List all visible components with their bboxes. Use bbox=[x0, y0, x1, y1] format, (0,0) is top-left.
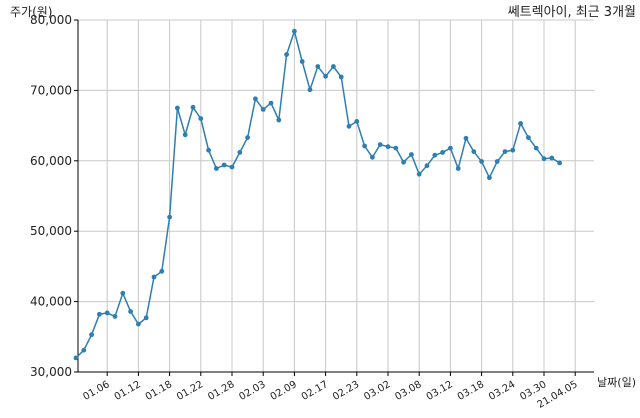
data-point bbox=[276, 117, 282, 123]
data-point bbox=[237, 150, 243, 155]
data-point bbox=[268, 100, 274, 106]
data-point bbox=[533, 145, 539, 151]
data-point bbox=[292, 28, 297, 34]
x-tick-label: 01.12 bbox=[113, 379, 143, 403]
y-tick-label: 40,000 bbox=[30, 295, 72, 309]
data-point bbox=[549, 155, 555, 161]
data-point bbox=[104, 310, 110, 316]
data-point bbox=[120, 290, 126, 296]
x-tick-label: 02.03 bbox=[237, 379, 267, 403]
y-tick-label: 60,000 bbox=[30, 154, 72, 168]
data-point bbox=[315, 64, 321, 69]
data-point bbox=[136, 321, 141, 327]
data-point bbox=[502, 149, 508, 155]
data-point bbox=[338, 74, 344, 80]
x-tick-label: 01.28 bbox=[206, 379, 236, 403]
x-gridlines bbox=[106, 20, 576, 372]
data-point bbox=[245, 135, 251, 141]
x-tick-label: 03.08 bbox=[393, 379, 423, 403]
data-point bbox=[377, 142, 383, 148]
data-point bbox=[221, 162, 227, 168]
data-point bbox=[354, 119, 360, 124]
chart-title: 쎄트렉아이, 최근 3개월 bbox=[508, 5, 636, 20]
data-point bbox=[385, 144, 391, 150]
y-tick-label: 30,000 bbox=[30, 365, 72, 379]
y-axis-label: 주가(원) bbox=[10, 5, 52, 19]
data-point bbox=[487, 175, 492, 181]
data-point bbox=[167, 214, 173, 220]
x-tick-label: 01.22 bbox=[175, 379, 205, 403]
series-points bbox=[73, 28, 562, 361]
x-tick-label: 03.12 bbox=[425, 379, 455, 403]
data-point bbox=[409, 152, 414, 157]
data-point bbox=[448, 145, 453, 151]
data-point bbox=[424, 163, 430, 169]
data-point bbox=[401, 159, 406, 165]
data-point bbox=[73, 355, 79, 361]
data-point bbox=[198, 116, 204, 121]
data-point bbox=[416, 171, 422, 177]
data-point bbox=[323, 73, 328, 79]
data-point bbox=[229, 164, 235, 170]
x-tick-label: 03.24 bbox=[487, 379, 517, 403]
data-point bbox=[182, 132, 188, 138]
data-point bbox=[362, 143, 367, 149]
data-point bbox=[151, 274, 157, 280]
y-tick-label: 80,000 bbox=[30, 13, 72, 27]
data-point bbox=[143, 315, 149, 321]
data-point bbox=[112, 314, 118, 319]
data-point bbox=[331, 64, 336, 69]
data-point bbox=[440, 150, 445, 155]
x-ticks: 01.06 01.12 01.18 01.22 01.28 02.03 02.09 02.17… bbox=[81, 372, 580, 411]
data-point bbox=[284, 52, 289, 57]
x-tick-label: 02.17 bbox=[300, 379, 330, 403]
x-tick-label: 03.18 bbox=[456, 379, 486, 403]
data-point bbox=[97, 311, 102, 317]
x-tick-label: 01.06 bbox=[81, 379, 111, 403]
data-point bbox=[510, 147, 516, 153]
data-point bbox=[518, 121, 523, 126]
data-point bbox=[346, 123, 352, 129]
data-point bbox=[471, 149, 477, 155]
plot-area bbox=[78, 20, 594, 372]
x-tick-label: 03.02 bbox=[362, 379, 392, 403]
data-point bbox=[128, 309, 134, 314]
data-point bbox=[557, 160, 562, 166]
data-point bbox=[175, 105, 180, 111]
y-ticks: 30,000 40,000 50,000 60,000 70,000 80,000 bbox=[30, 13, 78, 379]
data-point bbox=[206, 147, 212, 153]
x-tick-label: 02.23 bbox=[331, 379, 361, 403]
y-tick-label: 70,000 bbox=[30, 83, 72, 97]
data-point bbox=[370, 154, 375, 160]
data-point bbox=[81, 347, 87, 353]
data-point bbox=[214, 166, 219, 171]
x-axis-label: 날짜(일) bbox=[597, 375, 636, 389]
data-point bbox=[159, 268, 165, 274]
y-tick-label: 50,000 bbox=[30, 224, 72, 238]
data-point bbox=[494, 159, 500, 164]
data-point bbox=[455, 166, 461, 171]
data-point bbox=[190, 104, 196, 110]
x-tick-label: 01.18 bbox=[144, 379, 174, 403]
data-point bbox=[253, 96, 258, 102]
data-point bbox=[526, 135, 531, 141]
data-point bbox=[299, 59, 305, 64]
x-tick-label: 02.09 bbox=[269, 379, 299, 403]
data-point bbox=[541, 156, 547, 162]
data-point bbox=[260, 107, 266, 112]
data-point bbox=[307, 87, 313, 93]
data-point bbox=[393, 145, 399, 151]
data-point bbox=[463, 135, 469, 141]
data-point bbox=[89, 332, 94, 338]
data-point bbox=[432, 152, 438, 158]
data-point bbox=[479, 159, 484, 164]
